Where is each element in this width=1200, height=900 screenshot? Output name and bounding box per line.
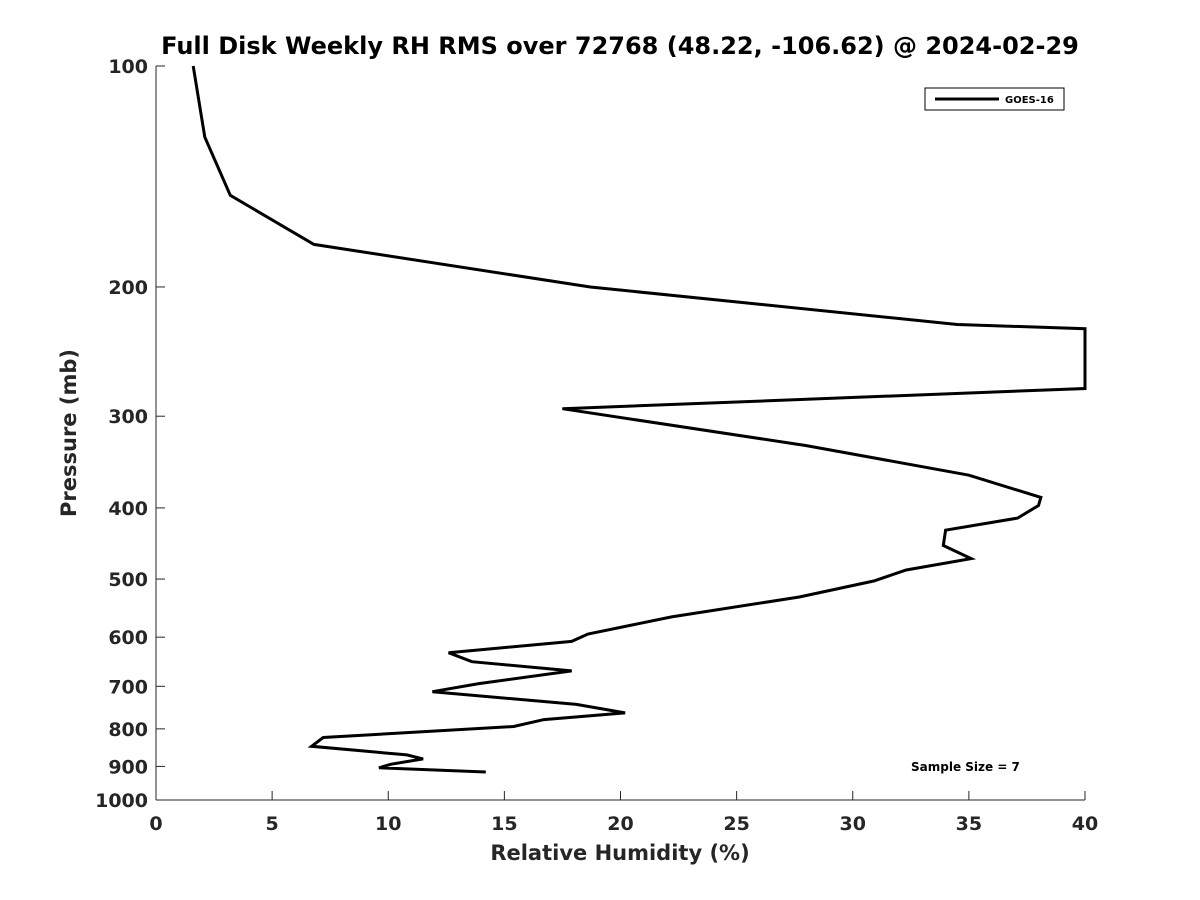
series-layer <box>191 65 1087 774</box>
x-axis-ticks: 0 5 10 15 20 25 30 35 40 <box>149 791 1098 835</box>
x-axis-label: Relative Humidity (%) <box>490 841 749 865</box>
y-tick-label: 100 <box>108 56 148 78</box>
legend-label-goes-16: GOES-16 <box>1005 95 1054 106</box>
plot-area <box>156 66 1085 800</box>
y-axis-ticks: 100 200 300 400 500 600 700 800 900 1000 <box>95 56 165 812</box>
sample-size-annotation: Sample Size = 7 <box>911 760 1020 774</box>
x-tick-label: 15 <box>491 813 517 835</box>
y-tick-label: 1000 <box>95 790 148 812</box>
y-tick-label: 200 <box>108 277 148 299</box>
series-line-goes-16 <box>191 65 1087 774</box>
y-tick-label: 700 <box>108 676 148 698</box>
x-tick-label: 40 <box>1072 813 1098 835</box>
x-tick-label: 5 <box>266 813 279 835</box>
y-tick-label: 300 <box>108 406 148 428</box>
x-tick-label: 30 <box>840 813 866 835</box>
chart-title: Full Disk Weekly RH RMS over 72768 (48.2… <box>161 32 1079 60</box>
y-axis-label: Pressure (mb) <box>57 349 81 517</box>
y-tick-label: 800 <box>108 719 148 741</box>
y-tick-label: 400 <box>108 498 148 520</box>
y-tick-label: 500 <box>108 569 148 591</box>
x-tick-label: 35 <box>956 813 982 835</box>
legend: GOES-16 <box>924 87 1065 111</box>
x-tick-label: 10 <box>375 813 401 835</box>
x-tick-label: 0 <box>149 813 162 835</box>
y-tick-label: 900 <box>108 756 148 778</box>
x-tick-label: 20 <box>607 813 633 835</box>
y-tick-label: 600 <box>108 627 148 649</box>
x-tick-label: 25 <box>723 813 749 835</box>
